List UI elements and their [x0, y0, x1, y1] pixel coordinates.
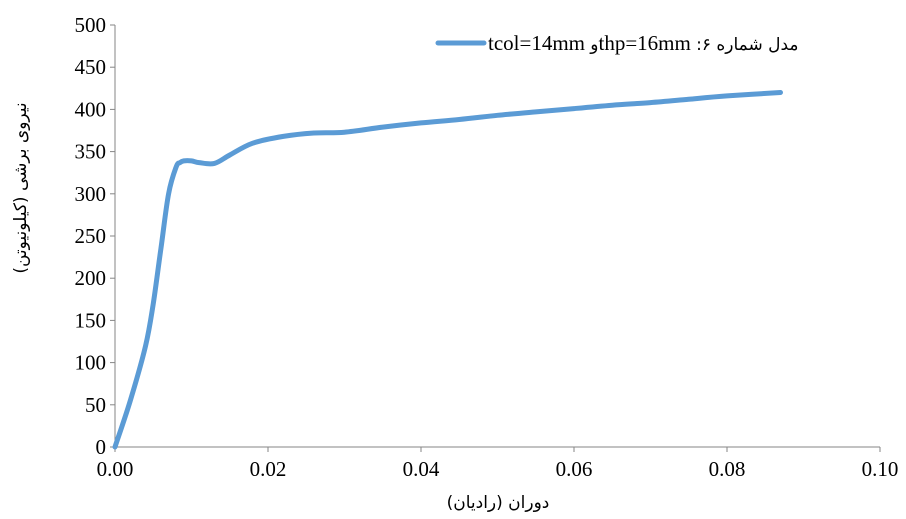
legend-label-model: :مدل شماره ۶ — [696, 35, 798, 55]
x-tick-label: 0.00 — [97, 457, 134, 481]
y-tick-label: 0 — [96, 435, 107, 459]
x-tick-label: 0.06 — [556, 457, 593, 481]
x-tick-label: 0.08 — [709, 457, 746, 481]
x-tick-label: 0.02 — [250, 457, 287, 481]
y-tick-label: 500 — [75, 13, 107, 37]
y-axis-title: نیروی برشی (کیلونیوتن) — [11, 102, 31, 273]
x-tick-label: 0.10 — [862, 457, 899, 481]
tick-labels: 0 50 100 150 200 250 300 350 400 450 500 0.00 0.02 0.… — [75, 13, 899, 481]
y-tick-label: 300 — [75, 182, 107, 206]
legend-label: tcol=14mm وthp=16mm :مدل شماره ۶ — [488, 31, 799, 55]
series-line — [112, 90, 783, 450]
x-axis-title: دوران (رادیان) — [447, 493, 550, 513]
y-tick-label: 350 — [75, 140, 107, 164]
legend-label-vav: و — [589, 35, 598, 55]
legend: tcol=14mm وthp=16mm :مدل شماره ۶ — [435, 31, 799, 55]
legend-label-thp: thp=16mm — [598, 31, 696, 55]
axes — [110, 24, 881, 452]
y-tick-label: 150 — [75, 308, 107, 332]
series-group — [112, 90, 783, 450]
x-tick-label: 0.04 — [403, 457, 440, 481]
y-tick-label: 50 — [85, 393, 106, 417]
y-tick-label: 100 — [75, 351, 107, 375]
y-tick-label: 250 — [75, 224, 107, 248]
legend-label-tcol: tcol=14mm — [488, 31, 590, 55]
y-tick-label: 400 — [75, 97, 107, 121]
y-tick-label: 200 — [75, 266, 107, 290]
y-tick-label: 450 — [75, 55, 107, 79]
